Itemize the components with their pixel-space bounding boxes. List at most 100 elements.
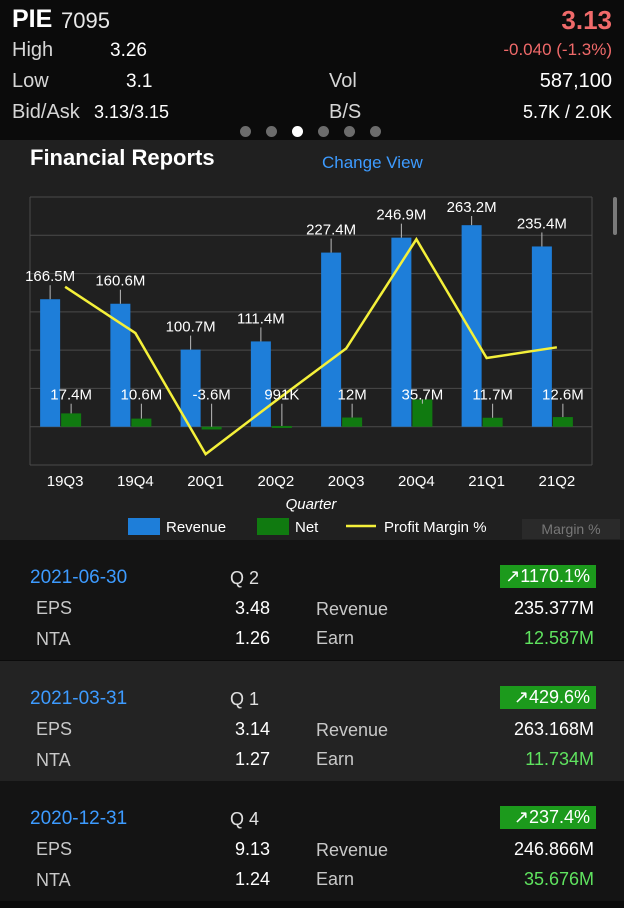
net-data-label: 12M bbox=[338, 387, 367, 404]
net-data-label: -3.6M bbox=[192, 387, 230, 404]
low-label: Low bbox=[12, 70, 49, 92]
x-tick-label: 20Q4 bbox=[398, 473, 435, 490]
x-tick-label: 20Q1 bbox=[187, 473, 224, 490]
net-bar bbox=[342, 417, 363, 427]
net-data-label: 11.7M bbox=[472, 387, 513, 404]
page-dot[interactable] bbox=[370, 126, 381, 137]
eps-label: EPS bbox=[36, 598, 73, 618]
revenue-bar bbox=[461, 225, 482, 427]
revenue-data-label: 227.4M bbox=[306, 222, 356, 239]
net-data-label: 17.4M bbox=[50, 387, 92, 404]
quote-header: PIE 7095 3.13 High 3.26 -0.040 (-1.3%) L… bbox=[0, 0, 624, 140]
report-quarter: Q 4 bbox=[230, 809, 260, 829]
revenue-bar bbox=[250, 341, 271, 427]
revenue-bar bbox=[391, 237, 412, 427]
bidask-value: 3.13/3.15 bbox=[94, 102, 170, 122]
nta-label: NTA bbox=[36, 870, 71, 890]
legend-net-label: Net bbox=[295, 519, 319, 536]
net-data-label: 12.6M bbox=[542, 387, 584, 404]
vol-value: 587,100 bbox=[539, 70, 612, 92]
revenue-label: Revenue bbox=[316, 599, 389, 619]
revenue-value: 235.377M bbox=[513, 598, 594, 618]
net-bar bbox=[271, 425, 292, 428]
financial-reports-panel: Financial Reports 166.5M 160.6M 100.7M 111.4… bbox=[0, 140, 624, 540]
page-dot[interactable] bbox=[292, 126, 303, 137]
low-value: 3.1 bbox=[126, 71, 153, 92]
stock-code: 7095 bbox=[61, 8, 110, 33]
report-date: 2021-06-30 bbox=[30, 567, 128, 588]
legend-revenue-label: Revenue bbox=[166, 519, 226, 536]
nta-value: 1.27 bbox=[234, 749, 270, 769]
high-label: High bbox=[12, 39, 54, 61]
x-tick-label: 20Q3 bbox=[328, 473, 365, 490]
bs-label: B/S bbox=[329, 101, 362, 123]
page-dot[interactable] bbox=[318, 126, 329, 137]
change-view-button[interactable]: Change View bbox=[322, 153, 423, 172]
nta-label: NTA bbox=[36, 629, 71, 649]
x-tick-label: 21Q2 bbox=[539, 473, 576, 490]
report-quarter: Q 1 bbox=[230, 689, 260, 709]
revenue-bar bbox=[40, 299, 61, 427]
legend-revenue-swatch bbox=[128, 518, 160, 535]
profit-margin-line bbox=[64, 236, 558, 456]
revenue-label: Revenue bbox=[316, 840, 389, 860]
growth-badge: ↗1170.1% bbox=[500, 565, 596, 588]
page-dot[interactable] bbox=[344, 126, 355, 137]
stock-price: 3.13 bbox=[561, 5, 612, 35]
x-tick-label: 20Q2 bbox=[258, 473, 295, 490]
net-data-label: 10.6M bbox=[121, 387, 163, 404]
x-axis-label: Quarter bbox=[286, 496, 338, 513]
revenue-data-label: 235.4M bbox=[517, 215, 567, 232]
report-row[interactable]: 2020-12-31 Q 4 EPS 9.13 Revenue 246.866M NTA 1.… bbox=[0, 781, 624, 901]
earn-label: Earn bbox=[316, 869, 355, 889]
vol-label: Vol bbox=[329, 70, 357, 92]
eps-label: EPS bbox=[36, 719, 73, 739]
net-bar bbox=[412, 399, 433, 427]
revenue-value: 263.168M bbox=[513, 719, 594, 739]
net-data-label: 991K bbox=[264, 387, 299, 404]
net-data-label: 35.7M bbox=[402, 387, 444, 404]
x-tick-label: 19Q4 bbox=[117, 473, 154, 490]
revenue-bar bbox=[180, 349, 201, 427]
scrollbar-thumb bbox=[613, 197, 617, 235]
page-dot[interactable] bbox=[240, 126, 251, 137]
nta-label: NTA bbox=[36, 750, 71, 770]
report-date: 2020-12-31 bbox=[30, 808, 128, 829]
x-tick-label: 21Q1 bbox=[468, 473, 505, 490]
eps-value: 3.14 bbox=[234, 719, 270, 739]
earn-value: 35.676M bbox=[523, 869, 594, 889]
revenue-data-label: 246.9M bbox=[376, 207, 426, 224]
earn-label: Earn bbox=[316, 749, 355, 769]
report-row[interactable]: 2021-06-30 Q 2 EPS 3.48 Revenue 235.377M NTA 1.… bbox=[0, 540, 624, 660]
financial-chart: Financial Reports 166.5M 160.6M 100.7M 111.4… bbox=[25, 145, 617, 536]
revenue-bar bbox=[531, 246, 552, 427]
net-bar bbox=[61, 413, 82, 427]
revenue-data-label: 100.7M bbox=[166, 319, 216, 336]
revenue-bar bbox=[321, 252, 342, 427]
quarterly-report-list: 2021-06-30 Q 2 EPS 3.48 Revenue 235.377M NTA 1.… bbox=[0, 540, 624, 908]
stock-symbol: PIE bbox=[12, 5, 53, 33]
page-indicator[interactable] bbox=[240, 126, 381, 137]
bidask-label: Bid/Ask bbox=[12, 101, 80, 123]
nta-value: 1.26 bbox=[234, 628, 270, 648]
panel-title: Financial Reports bbox=[30, 145, 215, 170]
growth-badge: ↗429.6% bbox=[500, 686, 596, 709]
net-bar bbox=[482, 417, 503, 427]
page-dot[interactable] bbox=[266, 126, 277, 137]
nta-value: 1.24 bbox=[234, 869, 270, 889]
revenue-value: 246.866M bbox=[513, 839, 594, 859]
report-date: 2021-03-31 bbox=[30, 688, 128, 709]
revenue-data-label: 166.5M bbox=[25, 268, 75, 285]
net-bar bbox=[552, 417, 573, 427]
bs-value: 5.7K / 2.0K bbox=[522, 102, 612, 122]
eps-value: 3.48 bbox=[234, 598, 270, 618]
report-row[interactable]: 2021-03-31 Q 1 EPS 3.14 Revenue 263.168M NTA 1.… bbox=[0, 661, 624, 781]
x-tick-label: 19Q3 bbox=[47, 473, 84, 490]
eps-value: 9.13 bbox=[234, 839, 270, 859]
report-quarter: Q 2 bbox=[230, 568, 260, 588]
revenue-data-label: 111.4M bbox=[237, 310, 285, 327]
earn-value: 11.734M bbox=[525, 749, 594, 769]
margin-percent-button[interactable]: Margin % bbox=[522, 519, 620, 539]
eps-label: EPS bbox=[36, 839, 73, 859]
high-value: 3.26 bbox=[110, 40, 147, 61]
